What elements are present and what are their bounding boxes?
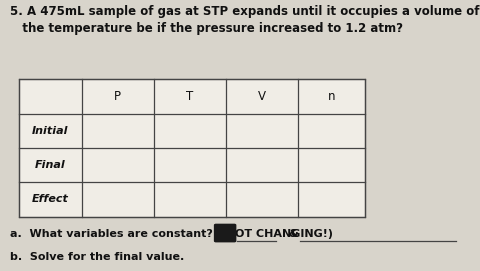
Text: V: V: [258, 90, 265, 103]
Text: 5. A 475mL sample of gas at STP expands until it occupies a volume of 600mL.  Wh: 5. A 475mL sample of gas at STP expands …: [10, 5, 480, 36]
Bar: [19, 79, 365, 217]
FancyBboxPatch shape: [215, 224, 236, 242]
Text: T: T: [186, 90, 193, 103]
Text: Effect: Effect: [32, 194, 69, 204]
Text: Final: Final: [35, 160, 66, 170]
Text: b.  Solve for the final value.: b. Solve for the final value.: [10, 252, 184, 262]
Text: a.  What variables are constant? ( NOT CHANGING!): a. What variables are constant? ( NOT CH…: [10, 229, 333, 239]
Text: Initial: Initial: [32, 126, 69, 136]
Text: n: n: [327, 90, 335, 103]
Text: P: P: [114, 90, 121, 103]
Text: &: &: [288, 229, 298, 239]
